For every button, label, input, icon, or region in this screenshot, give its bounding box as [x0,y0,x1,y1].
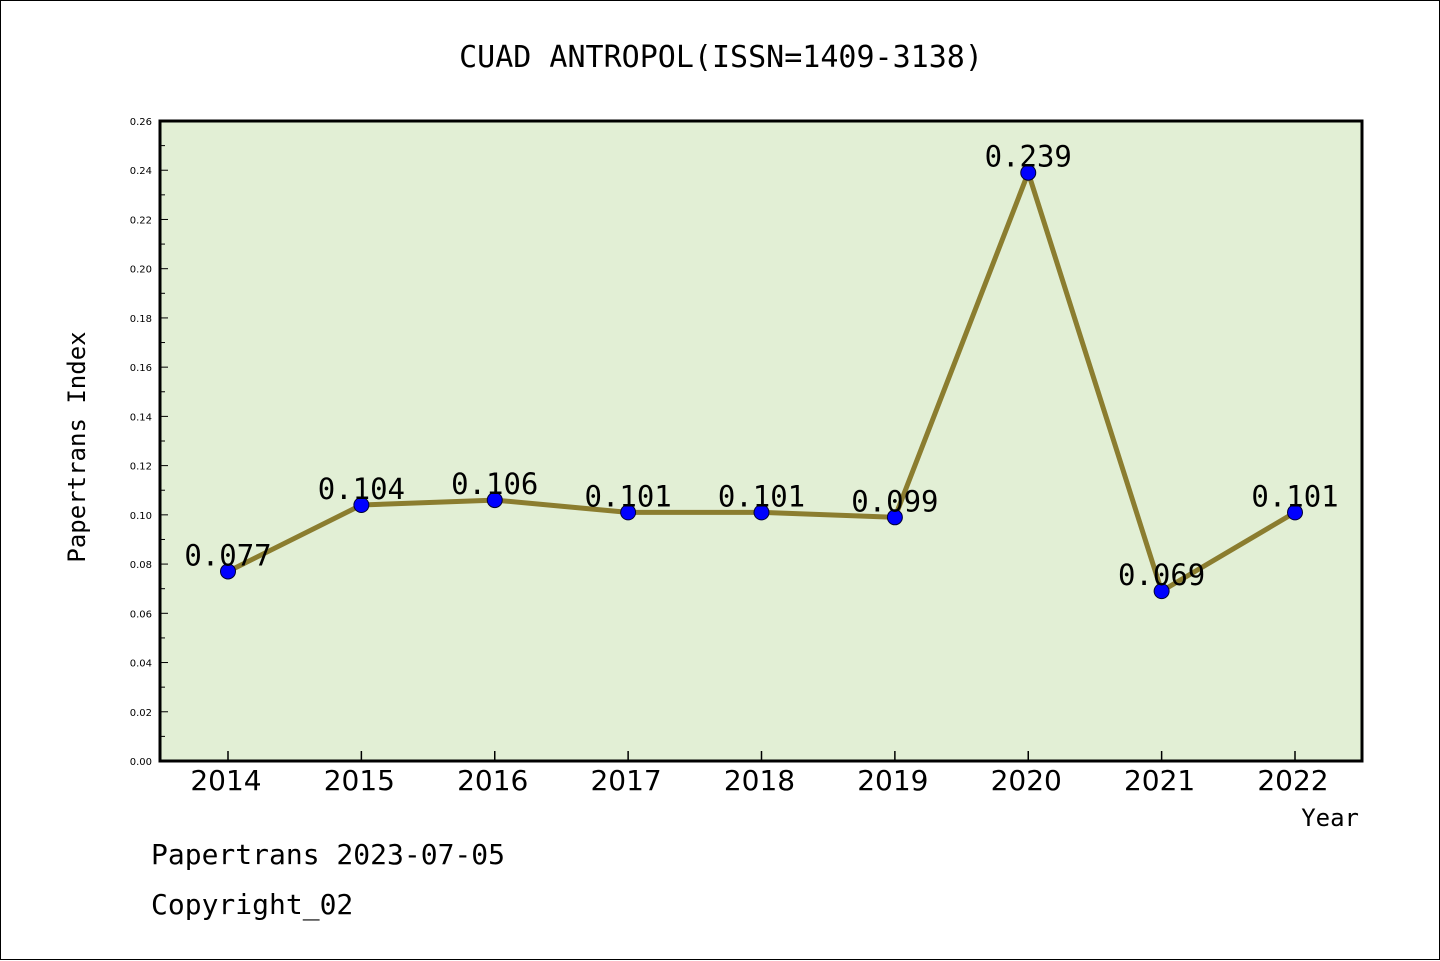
y-axis-label: Papertrans Index [63,331,91,562]
y-tick-label: 0.12 [130,462,152,473]
y-tick-label: 0.10 [130,511,152,522]
data-label: 0.069 [1118,558,1205,592]
y-tick-label: 0.22 [130,215,152,226]
y-tick-label: 0.04 [130,659,152,670]
data-label: 0.106 [451,467,538,501]
x-tick-label: 2017 [590,764,661,797]
plot-area [158,119,1364,763]
y-tick-label: 0.26 [130,117,152,128]
data-label: 0.099 [851,484,938,518]
x-tick-label: 2018 [724,764,795,797]
data-point-marker [620,504,637,521]
data-point-marker [753,504,770,521]
data-label: 0.101 [718,479,805,513]
x-tick-label: 2016 [457,764,528,797]
data-point-marker [486,492,503,509]
data-label: 0.239 [985,140,1072,174]
y-tick-label: 0.14 [130,412,152,423]
series-group [220,164,1303,600]
x-tick-label: 2019 [857,764,928,797]
footer-date-text: Papertrans 2023-07-05 [151,838,505,871]
y-tick-label: 0.00 [130,757,152,768]
data-point-marker [220,563,236,580]
data-point-marker [886,509,903,526]
x-axis: 2014 2015 2016 2017 2018 2019 2020 2021 2022 [190,751,1329,797]
y-tick-label: 0.18 [130,314,152,325]
x-tick-label: 2014 [190,764,261,797]
x-tick-label: 2020 [991,764,1062,797]
y-tick-label: 0.24 [130,166,152,177]
y-tick-label: 0.20 [130,265,152,276]
y-tick-label: 0.06 [130,609,152,620]
data-point-marker [1020,164,1037,181]
y-axis: 0.00 0.02 0.04 0.06 0.08 0.10 0.12 0.14 0.16 0.18… [130,117,168,768]
x-tick-label: 2022 [1257,764,1328,797]
x-tick-label: 2015 [324,764,395,797]
x-tick-label: 2021 [1124,764,1195,797]
footer-copyright-text: Copyright_02 [151,888,353,922]
x-axis-label: Year [1301,804,1359,832]
chart-title: CUAD ANTROPOL(ISSN=1409-3138) [459,40,983,75]
data-label: 0.101 [584,479,671,513]
y-tick-label: 0.16 [130,363,152,374]
data-label: 0.104 [318,472,405,506]
data-label: 0.101 [1251,479,1338,513]
y-tick-label: 0.02 [130,708,152,719]
data-point-marker [353,497,370,513]
data-point-marker [1153,583,1170,600]
data-point-marker [1287,504,1303,521]
data-labels-group: 0.077 0.104 0.106 0.101 0.101 0.099 0.239 0.069… [184,140,1338,592]
y-tick-label: 0.08 [130,560,152,571]
data-label: 0.077 [184,538,271,572]
